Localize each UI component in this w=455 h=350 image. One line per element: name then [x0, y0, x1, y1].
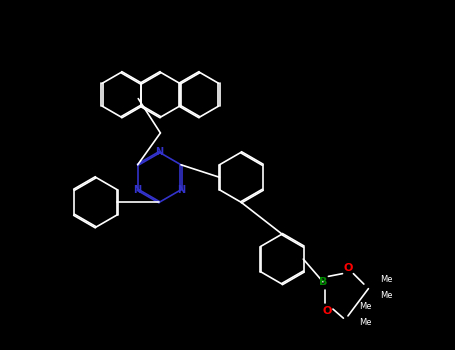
- Text: Me: Me: [359, 318, 372, 327]
- Text: O: O: [323, 306, 332, 316]
- Text: N: N: [177, 185, 185, 195]
- Text: N: N: [155, 147, 163, 157]
- Text: O: O: [343, 263, 353, 273]
- Text: B: B: [319, 277, 327, 287]
- Text: Me: Me: [380, 275, 392, 284]
- Text: Me: Me: [380, 291, 392, 300]
- Text: N: N: [134, 185, 142, 195]
- Text: Me: Me: [359, 302, 372, 311]
